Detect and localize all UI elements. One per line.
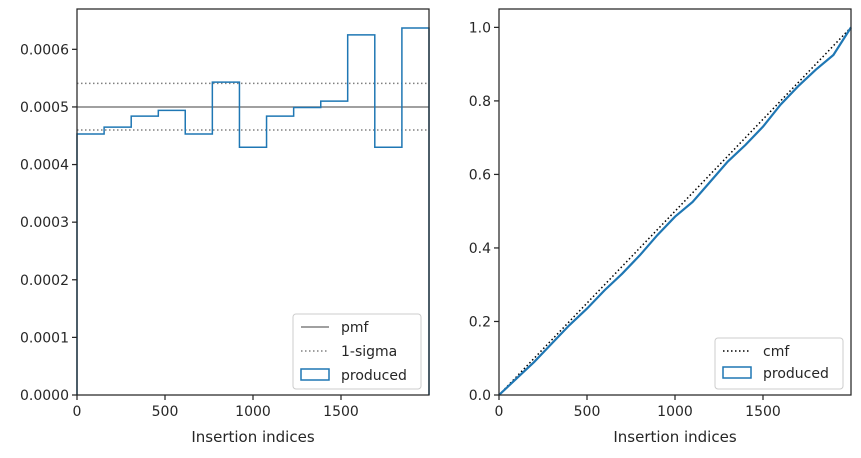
cumulative-y-tick-label: 0.0 (469, 388, 491, 404)
histogram-x-tick-label: 1500 (323, 404, 359, 420)
produced-line (498, 26, 852, 396)
legend-swatch-box (722, 366, 752, 379)
y-ticks: 0.0 0.2 0.4 0.6 0.8 1.0 (469, 20, 499, 404)
histogram-panel: 0 500 1000 1500 0.00000.00010.00020.00030.0… (20, 8, 430, 446)
legend-entry-produced: produced (300, 368, 407, 384)
histogram-y-tick-label: 0.0000 (20, 388, 69, 404)
produced-histogram-outline (76, 27, 430, 395)
histogram-y-tick-label: 0.0004 (20, 158, 69, 174)
histogram-legend: pmf 1-sigma produced (292, 313, 422, 390)
x-ticks: 0 500 1000 1500 (495, 395, 781, 420)
histogram-x-tick-label: 500 (152, 404, 179, 420)
cumulative-x-tick-label: 500 (574, 404, 601, 420)
legend-label: produced (763, 366, 829, 382)
cumulative-legend: cmf produced (714, 337, 844, 390)
legend-label: cmf (763, 344, 790, 360)
cumulative-y-tick-label: 0.2 (469, 314, 491, 330)
histogram-y-tick-label: 0.0001 (20, 330, 69, 346)
legend-entry-1-sigma: 1-sigma (301, 344, 397, 360)
histogram-y-tick-label: 0.0006 (20, 42, 69, 58)
histogram-x-tick-label: 0 (73, 404, 82, 420)
histogram-y-tick-label: 0.0005 (20, 100, 69, 116)
reference-lines (77, 82, 429, 131)
histogram-y-tick-label: 0.0002 (20, 273, 69, 289)
legend-label: pmf (341, 320, 370, 336)
legend-label: produced (341, 368, 407, 384)
cumulative-y-tick-label: 1.0 (469, 20, 491, 36)
cumulative-x-tick-label: 0 (495, 404, 504, 420)
cumulative-axes-frame (498, 8, 852, 396)
x-ticks: 0 500 1000 1500 (73, 395, 359, 420)
legend-entry-produced: produced (722, 366, 829, 382)
legend-entry-cmf: cmf (723, 344, 790, 360)
legend-frame (292, 313, 422, 390)
cumulative-y-tick-label: 0.4 (469, 241, 491, 257)
cumulative-x-axis-label: Insertion indices (613, 428, 736, 446)
histogram-x-axis-label: Insertion indices (191, 428, 314, 446)
cumulative-panel: 0 500 1000 1500 0.0 0.2 0.4 0.6 0.8 1.0 Insertio… (469, 8, 852, 446)
legend-entry-pmf: pmf (301, 320, 370, 336)
cumulative-x-tick-label: 1000 (657, 404, 693, 420)
histogram-x-tick-label: 1000 (235, 404, 271, 420)
cmf-line (498, 26, 852, 396)
legend-label: 1-sigma (341, 344, 397, 360)
cumulative-y-tick-label: 0.6 (469, 167, 491, 183)
legend-swatch-box (300, 368, 330, 381)
histogram-y-tick-label: 0.0003 (20, 215, 69, 231)
y-ticks: 0.0000 0.0001 0.0002 0.0003 0.0004 0.0005 0.00… (20, 42, 77, 404)
cumulative-y-tick-label: 0.8 (469, 94, 491, 110)
cumulative-x-tick-label: 1500 (745, 404, 781, 420)
